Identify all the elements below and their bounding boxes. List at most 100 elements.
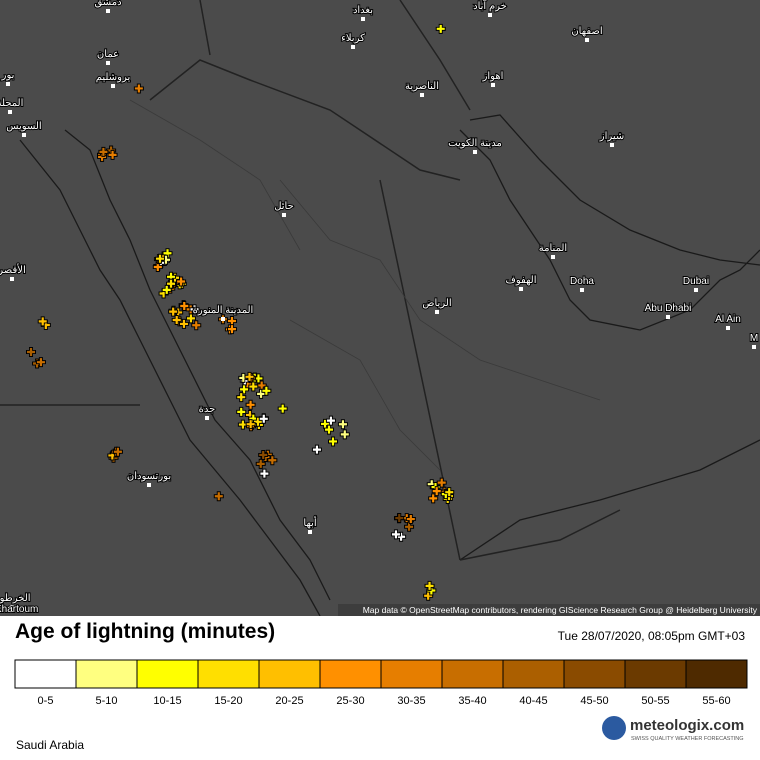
lightning-cross — [238, 420, 247, 429]
lightning-cross — [113, 447, 122, 456]
legend-swatch — [502, 659, 565, 689]
city-label: Doha — [570, 276, 594, 287]
lightning-cross — [257, 381, 266, 390]
city-dot — [106, 61, 110, 65]
logo-icon — [602, 716, 626, 740]
city-label: دمشق — [94, 0, 121, 8]
city-dot — [308, 530, 312, 534]
lightning-cross — [237, 407, 246, 416]
legend-label: 45-50 — [580, 695, 608, 707]
legend-swatch — [563, 659, 626, 689]
legend: Age of lightning (minutes) Tue 28/07/202… — [14, 620, 748, 752]
legend-label: 55-60 — [702, 695, 730, 707]
city-dot — [580, 288, 584, 292]
city-dot — [420, 93, 424, 97]
city-dot — [147, 483, 151, 487]
city-label: الرياض — [422, 298, 451, 309]
lightning-cross — [391, 530, 400, 539]
city-dot — [666, 315, 670, 319]
coastlines — [19, 114, 760, 616]
city-label: Dubai — [683, 276, 709, 287]
lightning-cross — [254, 417, 263, 426]
lightning-cross — [256, 459, 265, 468]
city-dot — [551, 255, 555, 259]
logo-name: meteologix.com — [630, 717, 744, 734]
legend-label: 0-5 — [38, 695, 54, 707]
lightning-cross — [162, 285, 171, 294]
lightning-cross — [214, 492, 223, 501]
lightning-cross — [436, 24, 445, 33]
city-dot — [435, 310, 439, 314]
lightning-cross — [227, 317, 236, 326]
lightning-cross — [325, 425, 334, 434]
city-dot — [6, 82, 10, 86]
city-label: حائل — [274, 201, 294, 212]
city-dot — [488, 13, 492, 17]
city-dot — [361, 17, 365, 21]
legend-label: 50-55 — [641, 695, 669, 707]
lightning-cross — [326, 416, 335, 425]
city-label: الهفوف — [505, 275, 536, 286]
lightning-cross — [432, 487, 441, 496]
city-label: M — [750, 333, 758, 344]
city-dot — [282, 213, 286, 217]
legend-swatch — [380, 659, 443, 689]
lightning-cross — [156, 254, 165, 263]
legend-swatch — [685, 659, 748, 689]
legend-swatch — [136, 659, 199, 689]
attribution: Map data © OpenStreetMap contributors, r… — [363, 605, 758, 615]
city-label: أبها — [303, 516, 316, 529]
lightning-cross — [329, 437, 338, 446]
city-label: اهواز — [482, 71, 504, 82]
city-label: الخرطوم — [0, 593, 31, 604]
lightning-cross — [246, 420, 255, 429]
lightning-cross — [405, 522, 414, 531]
legend-label: 25-30 — [336, 695, 364, 707]
lightning-cross — [38, 317, 47, 326]
city-dot — [205, 416, 209, 420]
city-label: السويس — [6, 121, 41, 132]
city-dot — [610, 143, 614, 147]
lightning-cross — [192, 321, 201, 330]
lightning-cross — [134, 84, 143, 93]
city-label: عمان — [97, 49, 119, 60]
lightning-cross — [190, 305, 199, 314]
lightning-cross — [167, 279, 176, 288]
city-label: المحلة — [0, 98, 23, 109]
lightning-cross — [172, 315, 181, 324]
legend-label: 35-40 — [458, 695, 486, 707]
lightning-cross — [177, 277, 186, 286]
city-label: كربلاء — [341, 33, 365, 44]
city-label: خرم آباد — [473, 0, 507, 12]
lightning-cross — [424, 591, 433, 600]
legend-swatch — [319, 659, 382, 689]
lightning-cross — [395, 514, 404, 523]
legend-label: 10-15 — [153, 695, 181, 707]
region: Saudi Arabia — [16, 738, 84, 752]
timestamp: Tue 28/07/2020, 08:05pm GMT+03 — [558, 629, 746, 643]
city-label: مدينة الكويت — [448, 138, 502, 149]
lightning-cross — [227, 325, 236, 334]
legend-swatch — [197, 659, 260, 689]
lightning-cross — [445, 488, 454, 497]
lightning-cross — [278, 404, 287, 413]
city-label: المنامة — [539, 243, 567, 254]
map: دمشق بغداد خرم آباد عمان كربلاء اصفهان يروشليم… — [0, 0, 760, 616]
lightning-cross — [262, 386, 271, 395]
legend-swatch — [75, 659, 138, 689]
lightning-cross — [340, 430, 349, 439]
city-dot — [752, 345, 756, 349]
city-dot — [473, 150, 477, 154]
city-label: Khartoum — [0, 604, 38, 615]
city-label: الناصرية — [405, 81, 439, 92]
legend-label: 20-25 — [275, 695, 303, 707]
city-label: بغداد — [353, 5, 373, 16]
borders — [0, 0, 621, 561]
lightning-cross — [245, 372, 254, 381]
attribution-bg — [338, 604, 760, 616]
lightning-cross — [249, 382, 258, 391]
city-dot — [221, 317, 225, 321]
city-label: يروشليم — [96, 72, 131, 83]
legend-swatch — [624, 659, 687, 689]
lightning-cross — [186, 314, 195, 323]
